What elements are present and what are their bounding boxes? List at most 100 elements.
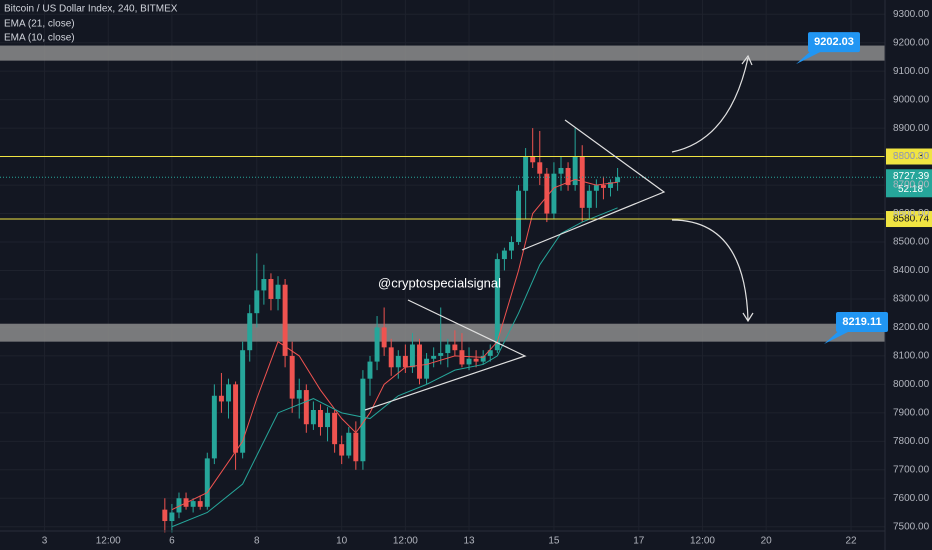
legend-title: Bitcoin / US Dollar Index, 240, BITMEX (4, 4, 178, 15)
x-tick-label: 22 (845, 536, 857, 547)
candle-body (190, 501, 196, 507)
candle-body (473, 358, 479, 362)
candle-body (367, 361, 373, 379)
callout-label: 9202.03 (814, 36, 854, 48)
candle-body (317, 409, 323, 428)
candle-body (296, 390, 302, 399)
y-tick-label: 8700.00 (893, 180, 930, 191)
y-tick-label: 7600.00 (893, 493, 930, 504)
y-tick-label: 8500.00 (893, 237, 930, 248)
candle-body (197, 501, 203, 507)
candle-body (572, 156, 578, 186)
x-tick-label: 8 (254, 536, 260, 547)
candle-body (593, 185, 599, 191)
candle-body (176, 498, 182, 513)
candle-body (487, 350, 493, 356)
last-price-label: 8727.39 (893, 171, 930, 182)
candle-body (374, 327, 380, 362)
candle-body (162, 509, 168, 522)
candle-body (233, 384, 239, 453)
candle-body (381, 327, 387, 348)
candle-body (508, 242, 514, 251)
x-tick-label: 20 (761, 536, 773, 547)
candle-body (551, 173, 557, 214)
candle-body (466, 358, 472, 365)
arrow-up-head (741, 54, 753, 66)
zone (0, 45, 885, 61)
y-tick-label: 8800.00 (893, 151, 930, 162)
x-tick-label: 10 (336, 536, 348, 547)
candle-body (353, 432, 359, 462)
callout (808, 32, 860, 53)
candle-body (360, 378, 366, 462)
candle-body (339, 444, 345, 456)
y-tick-label: 8300.00 (893, 294, 930, 305)
x-tick-label: 12:00 (393, 536, 418, 547)
watermark: @cryptospecialsignal (378, 275, 501, 290)
candle-body (268, 279, 274, 299)
candle-body (346, 432, 352, 456)
candle-body (282, 284, 288, 356)
zone (0, 323, 885, 342)
callout (836, 311, 888, 332)
y-tick-label: 9300.00 (893, 9, 930, 20)
y-tick-label: 8900.00 (893, 123, 930, 134)
triangle-2 (521, 119, 666, 251)
countdown: 52:18 (898, 184, 923, 195)
triangle-1 (364, 299, 527, 411)
x-tick-label: 12:00 (690, 536, 715, 547)
candle-body (431, 355, 437, 359)
candle-body (218, 395, 224, 402)
candle-body (445, 344, 451, 354)
candle-body (424, 358, 430, 379)
candle-body (480, 355, 486, 362)
candle-body (247, 313, 253, 351)
x-tick-label: 15 (548, 536, 560, 547)
y-tick-label: 9100.00 (893, 66, 930, 77)
x-tick-label: 13 (463, 536, 475, 547)
candle-body (261, 279, 267, 291)
candle-body (530, 156, 536, 163)
grid (0, 0, 885, 531)
candle-body (516, 190, 522, 243)
candle-body (417, 344, 422, 379)
callout-label: 8219.11 (842, 316, 881, 328)
level-label-bg (886, 148, 932, 165)
candle-body (275, 284, 281, 299)
candle-body (452, 344, 458, 351)
candle-body (289, 355, 295, 399)
candle-body (608, 182, 613, 188)
y-tick-label: 7900.00 (893, 407, 930, 418)
candle-body (240, 350, 246, 453)
level-label: 8800.30 (893, 151, 930, 162)
arrow-down (671, 219, 749, 321)
candle-body (169, 512, 175, 522)
legend-ema10: EMA (10, close) (4, 33, 75, 44)
candle-body (226, 384, 231, 402)
candle-body (395, 355, 401, 368)
x-tick-label: 17 (633, 536, 645, 547)
y-tick-label: 7500.00 (893, 521, 930, 532)
candle-body (211, 395, 217, 459)
candle-body (544, 173, 550, 214)
arrow-down-head (742, 312, 754, 323)
candle-body (501, 250, 507, 260)
candle-body (388, 347, 394, 368)
candle-body (204, 458, 210, 507)
plot (0, 45, 885, 533)
y-tick-label: 7800.00 (893, 436, 930, 447)
candle-body (402, 355, 408, 368)
candle-body (565, 167, 571, 186)
level-label-bg (886, 211, 932, 228)
y-tick-label: 8400.00 (893, 265, 930, 276)
candle-body (459, 350, 465, 365)
y-tick-label: 9200.00 (893, 37, 930, 48)
arrow-up (671, 57, 749, 153)
candle-body (600, 185, 606, 188)
y-tick-label: 9000.00 (893, 94, 930, 105)
legend-ema21: EMA (21, close) (4, 19, 75, 30)
candle-body (303, 390, 309, 425)
candle-body (586, 190, 592, 208)
